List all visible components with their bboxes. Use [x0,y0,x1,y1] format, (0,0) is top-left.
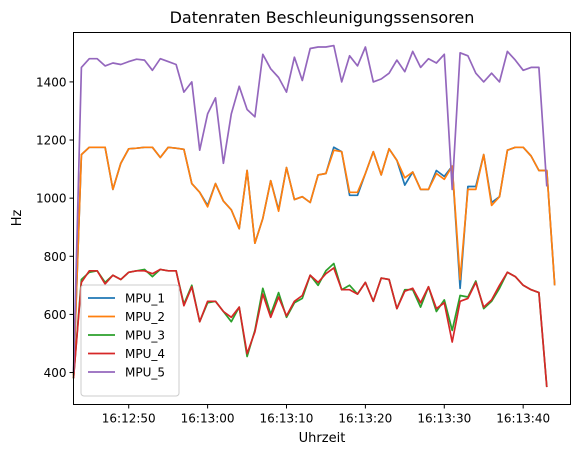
x-tick-label: 16:13:40 [496,412,550,426]
y-tick-label: 1400 [36,75,67,89]
x-tick-label: 16:13:10 [260,412,314,426]
series-line-mpu-5 [72,44,548,373]
chart-title: Datenraten Beschleunigungssensoren [170,8,475,27]
series-layer [72,44,556,388]
x-tick-label: 16:12:50 [102,412,156,426]
legend-label: MPU_2 [125,310,165,324]
y-tick-label: 800 [44,250,67,264]
x-axis-label: Uhrzeit [299,431,346,446]
legend-box [80,284,180,397]
x-tick-label: 16:13:30 [417,412,471,426]
series-line-mpu-2 [72,146,556,376]
y-tick-label: 600 [44,308,67,322]
x-axis: 16:12:50 16:13:00 16:13:10 16:13:20 16:13:30… [102,404,550,426]
legend-label: MPU_4 [125,347,165,361]
y-tick-label: 400 [44,366,67,380]
legend-label: MPU_5 [125,366,165,380]
x-tick-label: 16:13:20 [338,412,392,426]
plot-frame [73,32,571,405]
legend: MPU_1 MPU_2 MPU_3 MPU_4 MPU_5 [80,284,180,397]
legend-label: MPU_1 [125,292,165,306]
series-line-mpu-4 [72,267,548,388]
y-axis-label: Hz [10,210,25,227]
legend-label: MPU_3 [125,329,165,343]
x-tick-label: 16:13:00 [181,412,235,426]
y-axis: 400 600 800 1000 1200 1400 [36,75,74,380]
y-tick-label: 1200 [36,134,67,148]
y-tick-label: 1000 [36,192,67,206]
